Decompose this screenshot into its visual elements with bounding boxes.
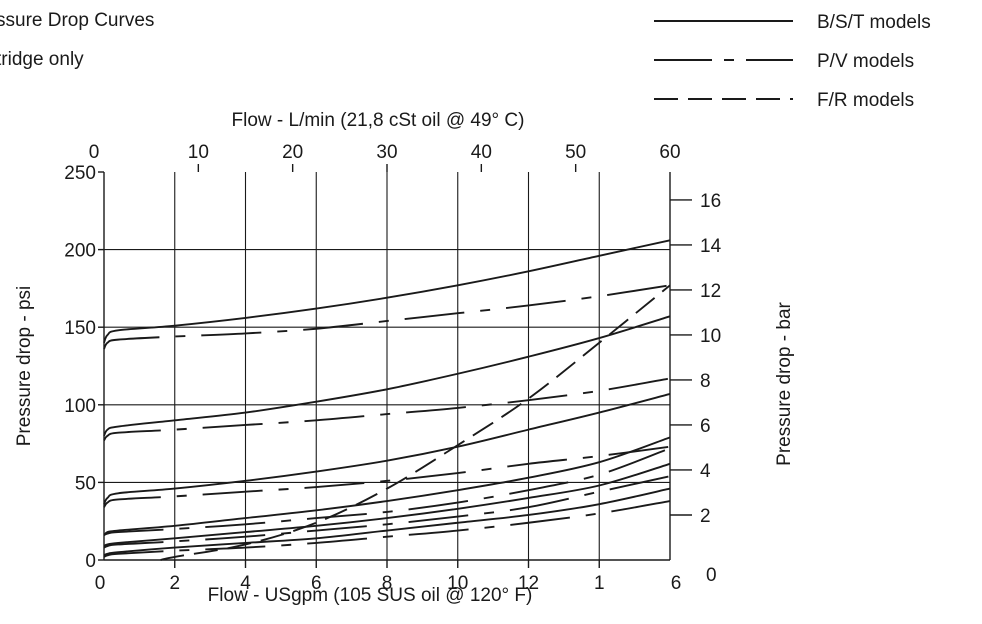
top-tick-label: 50 [565, 142, 586, 163]
top-axis-label: Flow - L/min (21,8 cSt oil @ 49° C) [232, 110, 525, 131]
pressure-curve-dash-dot [103, 475, 671, 549]
pressure-curve-solid [103, 487, 671, 557]
chart-title: ssure Drop Curves [0, 10, 154, 31]
bottom-tick-label: 10 [447, 573, 468, 594]
bottom-tick-label: 0 [95, 573, 106, 594]
right-tick-label: 14 [700, 236, 722, 257]
right-tick-label: 8 [700, 371, 711, 392]
right-tick-label: 2 [700, 506, 711, 527]
top-tick-label: 60 [659, 142, 680, 163]
pressure-curve-dash-dot [103, 500, 671, 558]
legend-label: B/S/T models [817, 12, 931, 33]
bottom-tick-label: 6 [671, 573, 682, 594]
right-tick-label: 4 [700, 461, 711, 482]
right-axis-label: Pressure drop - bar [774, 301, 795, 465]
bottom-tick-label: 4 [240, 573, 251, 594]
gridlines [104, 172, 670, 560]
left-tick-label: 100 [64, 396, 96, 417]
top-tick-label: 30 [376, 142, 397, 163]
bottom-tick-label: 2 [169, 573, 180, 594]
left-tick-label: 0 [85, 551, 96, 572]
left-tick-label: 200 [64, 241, 96, 262]
bottom-tick-label: 6 [311, 573, 322, 594]
pressure-curve-dash-dot [103, 445, 671, 508]
left-tick-label: 250 [64, 163, 96, 184]
top-tick-label: 40 [471, 142, 492, 163]
bottom-tick-label: 12 [518, 573, 539, 594]
bottom-axis-label: Flow - USgpm (105 SUS oil @ 120° F) [208, 585, 533, 606]
top-tick-label: 0 [89, 142, 100, 163]
left-tick-label: 50 [75, 473, 96, 494]
legend: B/S/T models P/V models F/R models [654, 12, 931, 111]
pressure-curve-solid [103, 239, 671, 344]
pressure-curve-solid [103, 436, 671, 536]
right-tick-label: 12 [700, 281, 721, 302]
right-tick-label: 16 [700, 191, 721, 212]
left-axis-label: Pressure drop - psi [14, 286, 35, 447]
chart-subtitle: tridge only [0, 49, 84, 70]
bottom-tick-label: 1 [594, 573, 605, 594]
legend-label: P/V models [817, 51, 914, 72]
pressure-curve-dash-dot [103, 377, 671, 442]
bottom-tick-label: 8 [382, 573, 393, 594]
legend-label: F/R models [817, 90, 914, 111]
pressure-curve-solid [103, 393, 671, 505]
right-tick-label: 0 [706, 565, 717, 586]
pressure-curve-dash-dot [103, 284, 671, 350]
left-tick-label: 150 [64, 318, 96, 339]
top-tick-label: 20 [282, 142, 303, 163]
top-tick-label: 10 [188, 142, 209, 163]
right-tick-label: 10 [700, 326, 721, 347]
pressure-curve-dashed [160, 284, 671, 561]
pressure-curve-solid [103, 315, 671, 437]
pressure-curve-dash-dot [103, 447, 671, 537]
curves [103, 239, 671, 561]
right-tick-label: 6 [700, 416, 711, 437]
pressure-curve-solid [103, 462, 671, 547]
